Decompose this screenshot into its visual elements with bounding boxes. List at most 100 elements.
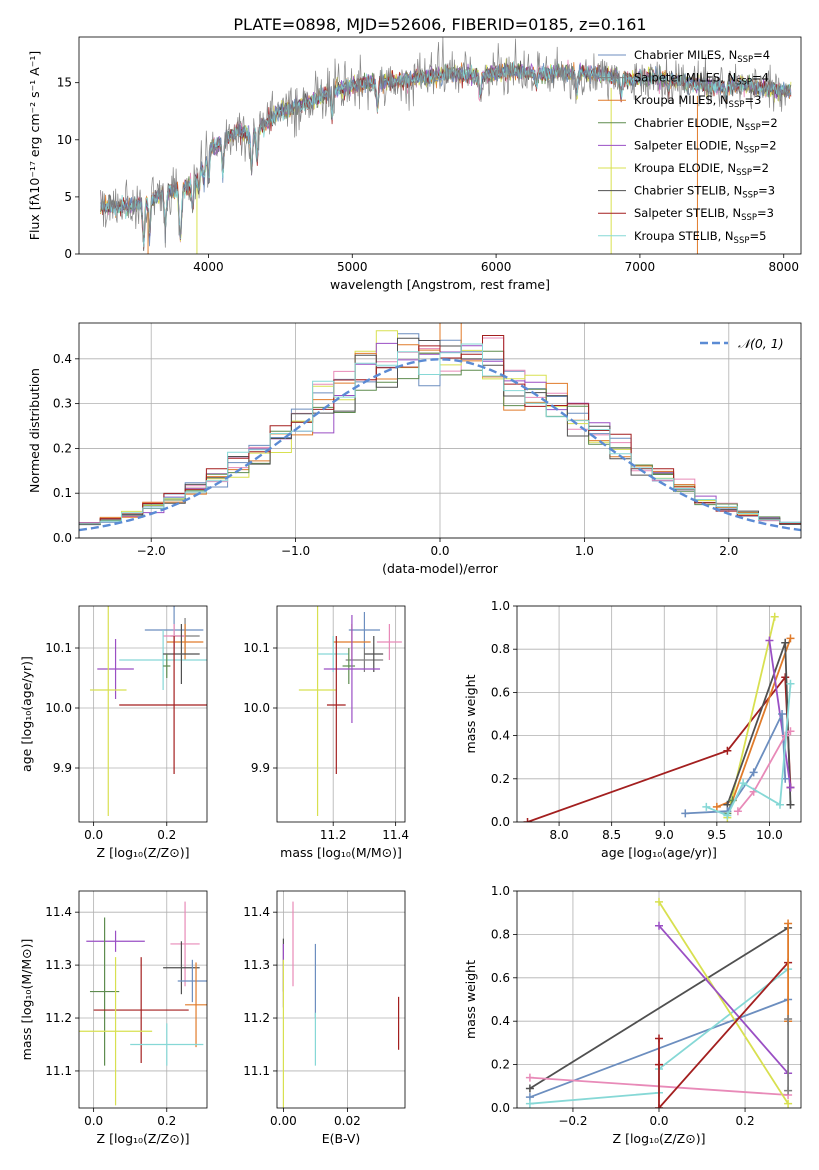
- y-tick-label: 10.0: [243, 701, 270, 715]
- y-axis-label: Normed distribution: [27, 368, 42, 493]
- data-point-marker: [786, 679, 795, 688]
- plot-area: [89, 606, 207, 816]
- y-tick-label: 5: [64, 190, 72, 204]
- data-point-marker: [786, 783, 795, 792]
- y-tick-label: 10.1: [45, 641, 72, 655]
- data-point-marker: [781, 638, 790, 647]
- plot-area: [298, 606, 402, 816]
- x-axis-label: Z [log₁₀(Z/Z⊙)]: [97, 845, 190, 860]
- series-line: [658, 901, 789, 1105]
- y-tick-label: 11.2: [243, 1011, 270, 1025]
- data-point-marker: [778, 710, 787, 718]
- y-tick-label: 0.4: [53, 352, 72, 366]
- axes-frame: [276, 605, 406, 823]
- figure-title: PLATE=0898, MJD=52606, FIBERID=0185, z=0…: [233, 15, 646, 34]
- y-tick-label: 11.4: [243, 905, 270, 919]
- spectrum-line: [100, 37, 792, 248]
- x-tick-label: 0.00: [270, 1114, 297, 1128]
- legend-entry: Salpeter STELIB, NSSP=3: [634, 206, 774, 223]
- legend-entry: Chabrier MILES, NSSP=4: [634, 48, 770, 65]
- y-tick-label: 0.0: [491, 1101, 510, 1115]
- x-tick-label: 0.0: [84, 1114, 103, 1128]
- data-point-marker: [655, 1060, 663, 1069]
- data-point-marker: [786, 800, 795, 809]
- x-tick-label: 0.0: [84, 828, 103, 842]
- y-tick-label: 0.6: [491, 971, 510, 985]
- x-tick-label: 8000: [768, 260, 799, 274]
- x-tick-label: 9.5: [707, 828, 726, 842]
- data-point-marker: [702, 802, 711, 811]
- data-point-marker: [525, 1084, 534, 1093]
- x-tick-label: 4000: [193, 260, 224, 274]
- legend-entry: Chabrier ELODIE, NSSP=2: [634, 116, 778, 133]
- plot-area: [523, 612, 795, 822]
- legend-entry: Salpeter MILES, NSSP=4: [634, 71, 769, 88]
- data-point-marker: [681, 809, 690, 818]
- y-tick-label: 0.0: [53, 531, 72, 545]
- y-tick-label: 0.3: [53, 397, 72, 411]
- x-tick-label: 7000: [625, 260, 656, 274]
- x-tick-label: 0.2: [736, 1114, 755, 1128]
- data-point-marker: [525, 1099, 534, 1108]
- data-point-marker: [784, 1099, 793, 1108]
- x-tick-label: 8.0: [550, 828, 569, 842]
- legend-entry: Salpeter ELODIE, NSSP=2: [634, 138, 777, 155]
- data-point-marker: [525, 1073, 534, 1082]
- normal-reference-curve: [79, 358, 801, 532]
- x-tick-label: 0.2: [157, 1114, 176, 1128]
- series-line: [658, 962, 789, 1108]
- panel-age-vs-mass: 11.2 11.4 9.9 10.0 10.1 mass [log₁₀(M/M⊙)]: [243, 605, 409, 860]
- axes-frame: [516, 605, 802, 823]
- panel-mass-vs-z: 0.0 0.2 11.1 11.2 11.3 11.4 Z [log₁₀(Z/Z⊙)] mas…: [19, 890, 208, 1146]
- data-point-marker: [655, 1104, 663, 1108]
- y-tick-label: 11.1: [45, 1064, 72, 1078]
- x-tick-label: −2.0: [137, 544, 166, 558]
- y-tick-label: 10.0: [45, 701, 72, 715]
- data-point-marker: [655, 1034, 663, 1043]
- series-line: [658, 925, 789, 1074]
- data-point-marker: [712, 802, 721, 811]
- y-tick-label: 1.0: [491, 599, 510, 613]
- y-tick-label: 11.3: [45, 958, 72, 972]
- x-tick-label: 5000: [337, 260, 368, 274]
- y-tick-label: 15: [57, 76, 72, 90]
- x-tick-label: 0.0: [430, 544, 449, 558]
- axes-frame: [78, 322, 802, 539]
- y-tick-label: 0.2: [491, 772, 510, 786]
- x-tick-label: 8.5: [602, 828, 621, 842]
- y-tick-label: 0.2: [53, 441, 72, 455]
- y-tick-label: 0.8: [491, 642, 510, 656]
- data-point-marker: [784, 1086, 793, 1095]
- plot-area: [525, 897, 793, 1108]
- axes-frame: [78, 890, 208, 1109]
- x-tick-label: 0.2: [157, 828, 176, 842]
- y-tick-label: 9.9: [53, 761, 72, 775]
- x-tick-label: −1.0: [281, 544, 310, 558]
- data-point-marker: [784, 1015, 793, 1024]
- x-tick-label: 11.4: [382, 828, 409, 842]
- grid: [277, 606, 405, 822]
- axes-frame: [78, 36, 802, 255]
- y-tick-label: 0.0: [491, 815, 510, 829]
- legend-entry: Chabrier STELIB, NSSP=3: [634, 184, 775, 201]
- x-axis-label: age [log₁₀(age/yr)]: [601, 845, 717, 860]
- legend-entry: Kroupa ELODIE, NSSP=2: [634, 161, 769, 178]
- plot-area: [79, 901, 207, 1106]
- data-point-marker: [523, 818, 532, 822]
- legend-entry: Kroupa STELIB, NSSP=5: [634, 229, 766, 246]
- x-tick-label: 6000: [481, 260, 512, 274]
- legend: 𝒩(0, 1): [700, 336, 784, 351]
- y-tick-label: 1.0: [491, 884, 510, 898]
- data-point-marker: [655, 897, 663, 906]
- plot-area: [100, 37, 792, 254]
- x-axis-label: mass [log₁₀(M/M⊙)]: [280, 845, 402, 860]
- panel-mass-vs-ebv: 0.00 0.02 11.1 11.2 11.3 11.4 E(B-V): [243, 890, 406, 1146]
- x-tick-label: 9.0: [655, 828, 674, 842]
- data-point-marker: [775, 800, 784, 809]
- panel-spectrum: 4000 5000 6000 7000 8000 0 5 10 15 wavelength [An…: [27, 36, 802, 292]
- data-point-marker: [655, 921, 663, 930]
- y-tick-label: 10.1: [243, 641, 270, 655]
- grid: [79, 891, 207, 1108]
- data-point-marker: [739, 779, 748, 788]
